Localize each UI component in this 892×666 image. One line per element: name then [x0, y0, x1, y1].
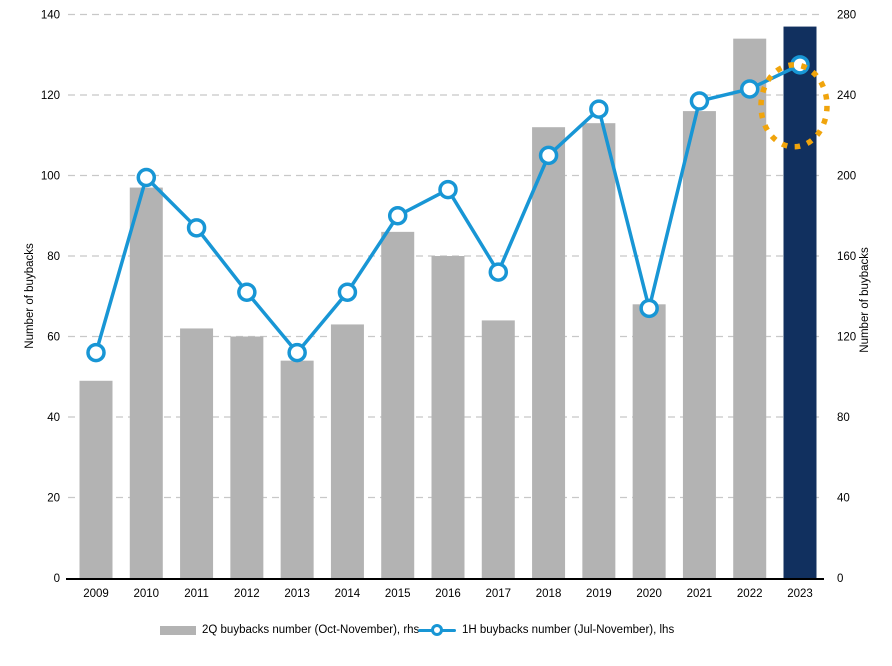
right-axis-tick-200: 200	[837, 171, 856, 183]
x-axis-label-2019: 2019	[586, 588, 612, 600]
right-axis-tick-280: 280	[837, 10, 856, 22]
bar-2013	[280, 360, 314, 578]
x-axis-label-2021: 2021	[687, 588, 713, 600]
highlight-ellipse-2023	[758, 62, 830, 150]
marker-2014	[337, 282, 358, 302]
marker-2019	[589, 99, 609, 119]
bar-2010	[129, 187, 163, 578]
legend-item-line: 1H buybacks number (Jul-November), lhs	[418, 621, 674, 639]
x-axis-label-2022: 2022	[737, 588, 763, 600]
marker-2020	[639, 298, 659, 319]
bar-series-label: 2Q buybacks number (Oct-November), rhs	[202, 624, 420, 636]
marker-2012	[237, 282, 257, 302]
bar-2012	[230, 336, 264, 578]
x-axis-label-2014: 2014	[335, 588, 361, 600]
bar-2021	[682, 111, 716, 578]
x-axis-label-2013: 2013	[284, 588, 310, 600]
bar-2020	[632, 304, 666, 578]
left-axis-tick-20: 20	[47, 493, 60, 505]
bar-2017	[481, 320, 515, 578]
bar-2011	[180, 328, 214, 578]
left-axis-title: Number of buybacks	[24, 243, 36, 349]
marker-2017	[488, 262, 509, 282]
x-axis-label-2016: 2016	[435, 588, 461, 600]
bar-series-swatch	[160, 625, 196, 635]
marker-2013	[287, 342, 307, 363]
bar-2009	[79, 380, 113, 578]
bar-2019	[582, 123, 616, 579]
bar-2023	[783, 26, 817, 578]
right-axis-title: Number of buybacks	[859, 247, 871, 353]
marker-2021	[689, 91, 710, 111]
bar-2022	[733, 38, 767, 578]
x-axis-label-2010: 2010	[133, 588, 159, 600]
right-axis-tick-40: 40	[837, 493, 850, 505]
left-axis-tick-0: 0	[54, 573, 60, 585]
left-axis-tick-120: 120	[41, 90, 60, 102]
left-axis-tick-100: 100	[41, 171, 60, 183]
marker-2010	[136, 167, 157, 188]
marker-2016	[438, 179, 458, 200]
bar-2018	[532, 127, 566, 578]
line-series-swatch	[418, 624, 456, 636]
x-axis-label-2017: 2017	[485, 588, 511, 600]
bar-2016	[431, 256, 465, 578]
right-axis-tick-120: 120	[837, 332, 856, 344]
left-axis-tick-60: 60	[47, 332, 60, 344]
legend-item-bars: 2Q buybacks number (Oct-November), rhs	[160, 621, 419, 639]
x-axis-label-2023: 2023	[787, 588, 813, 600]
x-axis-label-2011: 2011	[184, 588, 209, 600]
right-axis-tick-160: 160	[837, 251, 856, 263]
marker-2015	[387, 206, 408, 226]
left-axis-tick-40: 40	[47, 412, 60, 424]
x-axis-label-2018: 2018	[536, 588, 562, 600]
right-axis-tick-240: 240	[837, 90, 856, 102]
marker-2022	[739, 79, 760, 99]
right-axis-tick-0: 0	[837, 573, 843, 585]
left-axis-tick-80: 80	[47, 251, 60, 263]
marker-2011	[186, 218, 207, 238]
marker-2009	[86, 342, 106, 363]
x-axis-label-2012: 2012	[234, 588, 260, 600]
x-axis-label-2009: 2009	[83, 588, 109, 600]
x-axis-label-2015: 2015	[385, 588, 411, 600]
marker-2018	[538, 145, 559, 166]
line-swatch-marker-icon	[431, 624, 443, 636]
bar-2014	[330, 324, 364, 578]
line-series-label: 1H buybacks number (Jul-November), lhs	[462, 624, 675, 636]
right-axis-tick-80: 80	[837, 412, 850, 424]
x-axis-label-2020: 2020	[636, 588, 662, 600]
bar-2015	[381, 231, 415, 578]
left-axis-tick-140: 140	[41, 10, 60, 22]
